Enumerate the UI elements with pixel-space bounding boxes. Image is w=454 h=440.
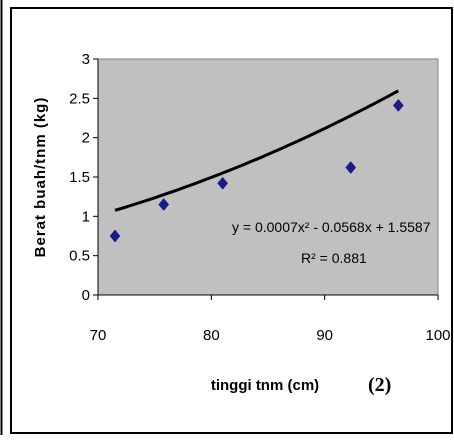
y-tick-label: 1 (82, 208, 90, 225)
x-axis-label: tinggi tnm (cm) (211, 377, 319, 394)
y-tick-label: 1.5 (69, 169, 90, 186)
y-tick-label: 0 (82, 287, 90, 304)
data-point-marker (345, 161, 357, 174)
y-tick-label: 2.5 (69, 90, 90, 107)
panel-label: (2) (368, 374, 391, 396)
chart-border (10, 7, 453, 434)
data-points (109, 99, 404, 243)
data-point-marker (393, 99, 404, 112)
y-axis-label: Berat buah/tnm (kg) (32, 97, 49, 258)
ticks: 0 0.5 1 1.5 2 2.5 3 70 80 90 100 (69, 51, 450, 344)
x-tick-label: 70 (90, 327, 107, 344)
y-tick-label: 3 (82, 51, 90, 68)
r-squared-label: R² = 0.881 (301, 250, 367, 266)
data-point-marker (109, 229, 121, 243)
trendline (114, 89, 400, 212)
x-tick-label: 100 (425, 327, 450, 344)
data-point-marker (158, 198, 170, 211)
trendline-group (114, 89, 400, 212)
trendline-equation: y = 0.0007x² - 0.0568x + 1.5587 (232, 219, 431, 235)
y-tick-label: 2 (82, 130, 90, 147)
x-tick-label: 80 (203, 327, 220, 344)
data-point-marker (217, 176, 228, 190)
x-tick-label: 90 (316, 327, 333, 344)
y-tick-label: 0.5 (69, 248, 90, 265)
plot-area (97, 58, 439, 296)
